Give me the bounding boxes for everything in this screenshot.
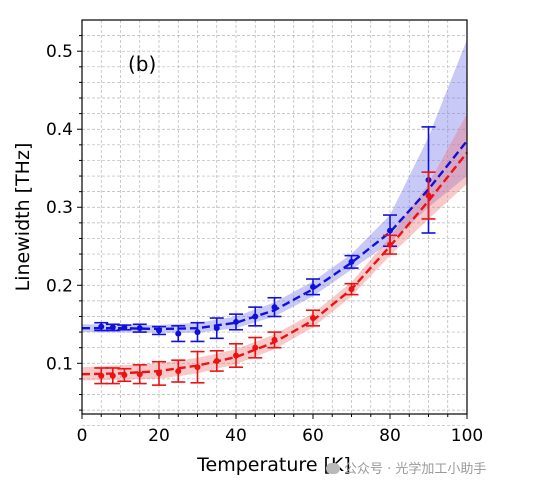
y-tick-label: 0.4 xyxy=(46,120,73,140)
red-data-point xyxy=(425,192,432,199)
red-data-point xyxy=(156,370,162,377)
x-tick-label: 100 xyxy=(451,426,483,446)
red-data-point xyxy=(109,372,116,379)
y-tick-label: 0.1 xyxy=(46,354,73,374)
red-data-point xyxy=(213,357,220,364)
red-data-point xyxy=(121,371,128,378)
blue-data-point xyxy=(136,325,143,332)
panel-label: (b) xyxy=(128,52,156,76)
blue-data-point xyxy=(121,324,128,331)
y-tick-label: 0.3 xyxy=(46,198,73,218)
x-tick-label: 20 xyxy=(148,426,170,446)
x-tick-label: 0 xyxy=(77,426,88,446)
x-axis-label: Temperature [K] xyxy=(196,454,351,476)
red-data-point xyxy=(252,344,259,351)
y-tick-label: 0.2 xyxy=(46,276,73,296)
red-data-point xyxy=(387,241,393,248)
x-tick-label: 60 xyxy=(302,426,324,446)
blue-data-point xyxy=(194,329,201,336)
y-tick-label: 0.5 xyxy=(46,42,73,62)
data-points xyxy=(94,126,436,386)
red-data-point xyxy=(194,364,201,371)
wechat-icon xyxy=(326,463,340,474)
red-data-point xyxy=(233,352,239,359)
watermark: 公众号 · 光学加工小助手 xyxy=(326,458,486,477)
red-data-point xyxy=(98,372,105,379)
blue-data-point xyxy=(310,283,316,290)
red-data-point xyxy=(175,368,182,375)
x-tick-label: 80 xyxy=(379,426,401,446)
red-data-point xyxy=(310,315,316,322)
red-data-point xyxy=(348,286,355,293)
grid xyxy=(81,20,468,427)
watermark-text: 公众号 · 光学加工小助手 xyxy=(344,462,487,477)
blue-data-point xyxy=(98,323,105,330)
red-data-point xyxy=(271,336,278,343)
axis-ticks: 0 20 40 60 80 100 0.1 0.2 0.3 0.4 0.5 xyxy=(46,35,483,446)
blue-data-point xyxy=(387,227,393,234)
blue-data-point xyxy=(213,325,220,332)
red-data-point xyxy=(136,371,143,378)
blue-data-point xyxy=(252,313,259,320)
blue-data-point xyxy=(233,318,239,325)
y-axis-label: Linewidth [THz] xyxy=(12,143,34,292)
x-tick-label: 40 xyxy=(225,426,247,446)
blue-data-point xyxy=(348,258,355,265)
blue-data-point xyxy=(175,330,182,337)
blue-data-point xyxy=(271,304,278,311)
blue-data-point xyxy=(156,327,162,334)
blue-data-point xyxy=(109,324,116,331)
